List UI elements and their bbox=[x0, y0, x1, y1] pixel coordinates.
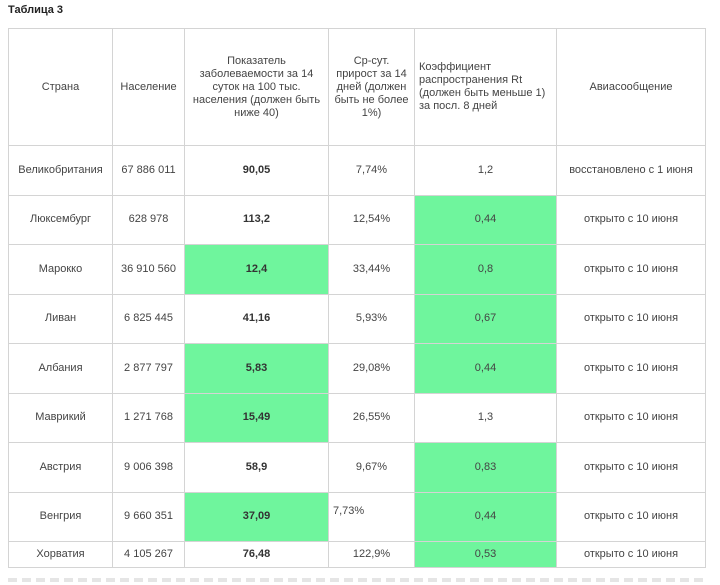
rt-cell: 1,3 bbox=[414, 392, 557, 443]
population-cell: 36 910 560 bbox=[112, 244, 185, 295]
country-cell: Маврикий bbox=[8, 392, 113, 443]
growth-cell: 12,54% bbox=[328, 194, 415, 245]
population-cell: 2 877 797 bbox=[112, 343, 185, 394]
growth-cell: 33,44% bbox=[328, 244, 415, 295]
air-cell: открыто с 10 июня bbox=[556, 244, 706, 295]
table-row: Великобритания 67 886 011 90,05 7,74% 1,… bbox=[8, 145, 706, 196]
population-cell: 4 105 267 bbox=[112, 541, 185, 568]
population-cell: 67 886 011 bbox=[112, 145, 185, 196]
air-cell: открыто с 10 июня bbox=[556, 491, 706, 542]
rt-cell: 0,8 bbox=[414, 244, 557, 295]
header-air: Авиасообщение bbox=[556, 28, 706, 146]
header-population: Население bbox=[112, 28, 185, 146]
covid-stats-table: Страна Население Показатель заболеваемос… bbox=[8, 28, 706, 568]
air-cell: восстановлено с 1 июня bbox=[556, 145, 706, 196]
header-coefficient: Коэффициент распространения Rt (должен б… bbox=[414, 28, 557, 146]
header-growth: Ср-сут. прирост за 14 дней (должен быть … bbox=[328, 28, 415, 146]
incidence-cell: 12,4 bbox=[184, 244, 329, 295]
table-row: Хорватия 4 105 267 76,48 122,9% 0,53 отк… bbox=[8, 541, 706, 568]
air-cell: открыто с 10 июня bbox=[556, 541, 706, 568]
header-country: Страна bbox=[8, 28, 113, 146]
country-cell: Австрия bbox=[8, 442, 113, 493]
table-row: Люксембург 628 978 113,2 12,54% 0,44 отк… bbox=[8, 194, 706, 245]
growth-cell: 26,55% bbox=[328, 392, 415, 443]
table-row: Марокко 36 910 560 12,4 33,44% 0,8 откры… bbox=[8, 244, 706, 295]
growth-cell: 9,67% bbox=[328, 442, 415, 493]
population-cell: 9 660 351 bbox=[112, 491, 185, 542]
growth-cell: 29,08% bbox=[328, 343, 415, 394]
incidence-cell: 37,09 bbox=[184, 491, 329, 542]
growth-cell: 7,74% bbox=[328, 145, 415, 196]
table-row: Ливан 6 825 445 41,16 5,93% 0,67 открыто… bbox=[8, 293, 706, 344]
incidence-cell: 15,49 bbox=[184, 392, 329, 443]
country-cell: Венгрия bbox=[8, 491, 113, 542]
country-cell: Хорватия bbox=[8, 541, 113, 568]
air-cell: открыто с 10 июня bbox=[556, 194, 706, 245]
incidence-cell: 90,05 bbox=[184, 145, 329, 196]
population-cell: 1 271 768 bbox=[112, 392, 185, 443]
population-cell: 9 006 398 bbox=[112, 442, 185, 493]
country-cell: Ливан bbox=[8, 293, 113, 344]
population-cell: 628 978 bbox=[112, 194, 185, 245]
incidence-cell: 5,83 bbox=[184, 343, 329, 394]
table-row: Маврикий 1 271 768 15,49 26,55% 1,3 откр… bbox=[8, 392, 706, 443]
rt-cell: 0,67 bbox=[414, 293, 557, 344]
air-cell: открыто с 10 июня bbox=[556, 442, 706, 493]
rt-cell: 0,44 bbox=[414, 194, 557, 245]
rt-cell: 0,83 bbox=[414, 442, 557, 493]
cropped-text-strip bbox=[8, 578, 705, 582]
rt-cell: 0,53 bbox=[414, 541, 557, 568]
air-cell: открыто с 10 июня bbox=[556, 343, 706, 394]
country-cell: Албания bbox=[8, 343, 113, 394]
table-row: Венгрия 9 660 351 37,09 7,73% 0,44 откры… bbox=[8, 491, 706, 542]
growth-cell: 5,93% bbox=[328, 293, 415, 344]
header-row: Страна Население Показатель заболеваемос… bbox=[8, 28, 706, 146]
table-row: Австрия 9 006 398 58,9 9,67% 0,83 открыт… bbox=[8, 442, 706, 493]
incidence-cell: 113,2 bbox=[184, 194, 329, 245]
growth-cell: 122,9% bbox=[328, 541, 415, 568]
incidence-cell: 41,16 bbox=[184, 293, 329, 344]
table-title: Таблица 3 bbox=[8, 4, 64, 16]
rt-cell: 1,2 bbox=[414, 145, 557, 196]
population-cell: 6 825 445 bbox=[112, 293, 185, 344]
country-cell: Великобритания bbox=[8, 145, 113, 196]
header-incidence: Показатель заболеваемости за 14 суток на… bbox=[184, 28, 329, 146]
incidence-cell: 58,9 bbox=[184, 442, 329, 493]
growth-cell: 7,73% bbox=[328, 491, 415, 542]
rt-cell: 0,44 bbox=[414, 491, 557, 542]
table-row: Албания 2 877 797 5,83 29,08% 0,44 откры… bbox=[8, 343, 706, 394]
country-cell: Люксембург bbox=[8, 194, 113, 245]
incidence-cell: 76,48 bbox=[184, 541, 329, 568]
country-cell: Марокко bbox=[8, 244, 113, 295]
air-cell: открыто с 10 июня bbox=[556, 293, 706, 344]
rt-cell: 0,44 bbox=[414, 343, 557, 394]
air-cell: открыто с 10 июня bbox=[556, 392, 706, 443]
